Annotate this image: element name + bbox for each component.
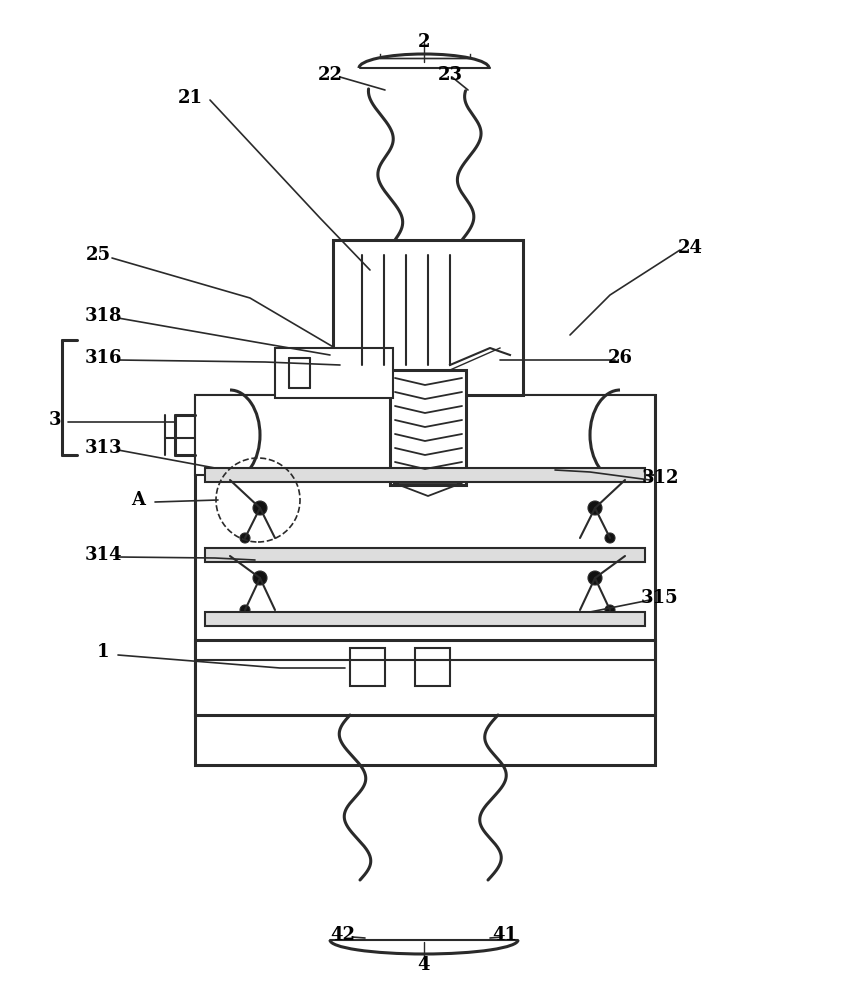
Bar [275, 348, 393, 398]
Text: 25: 25 [86, 246, 110, 264]
Bar [205, 468, 645, 482]
Text: 312: 312 [641, 469, 678, 487]
Text: 1: 1 [97, 643, 110, 661]
Circle shape [240, 533, 250, 543]
Text: 318: 318 [84, 307, 121, 325]
Text: 42: 42 [330, 926, 356, 944]
Bar [195, 640, 655, 715]
Text: 315: 315 [641, 589, 679, 607]
Bar [195, 395, 655, 475]
Bar [205, 548, 645, 562]
Text: 314: 314 [84, 546, 121, 564]
Text: 26: 26 [608, 349, 633, 367]
Circle shape [605, 533, 615, 543]
Circle shape [253, 501, 267, 515]
Bar [333, 240, 523, 395]
Text: 21: 21 [177, 89, 203, 107]
Circle shape [240, 605, 250, 615]
Bar [350, 648, 385, 686]
Bar [205, 612, 645, 626]
Circle shape [605, 605, 615, 615]
Bar [415, 648, 450, 686]
Circle shape [588, 501, 602, 515]
Bar [390, 370, 466, 485]
Text: 313: 313 [84, 439, 121, 457]
Text: 23: 23 [437, 66, 463, 84]
Text: 41: 41 [492, 926, 518, 944]
Text: A: A [131, 491, 145, 509]
Text: 2: 2 [418, 33, 430, 51]
Text: 24: 24 [678, 239, 702, 257]
Circle shape [253, 571, 267, 585]
Bar [195, 395, 655, 765]
Text: 22: 22 [318, 66, 342, 84]
Text: 316: 316 [84, 349, 121, 367]
Circle shape [588, 571, 602, 585]
Text: 4: 4 [418, 956, 430, 974]
Text: 3: 3 [48, 411, 61, 429]
